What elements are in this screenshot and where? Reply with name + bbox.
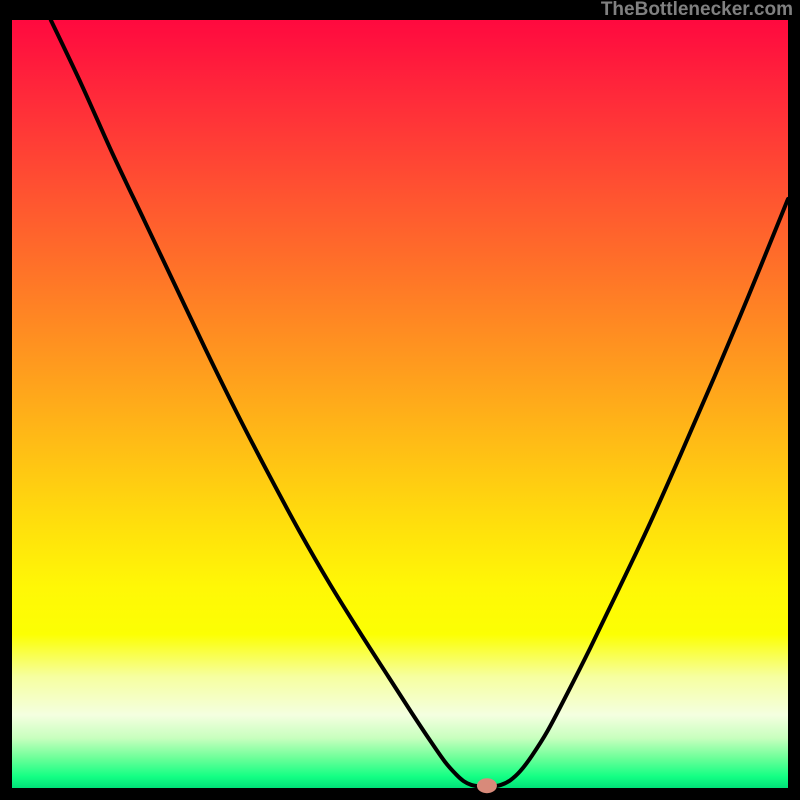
watermark-text: TheBottlenecker.com: [601, 0, 793, 20]
operating-point-marker: [477, 778, 497, 793]
gradient-background: [12, 20, 788, 788]
bottleneck-chart: TheBottlenecker.com: [0, 0, 800, 800]
